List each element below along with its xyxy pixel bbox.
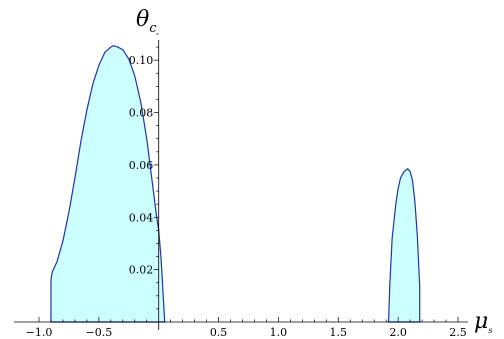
x-axis-title-main: μ <box>474 309 488 334</box>
y-tick-label: 0.04 <box>129 211 154 224</box>
tick-labels: −1.0 −0.5 0.5 1.0 1.5 2.0 2.5 0.02 0.04 0.06 0.08 0… <box>26 54 467 339</box>
y-axis-title-subscript: c <box>149 21 157 36</box>
ticks <box>38 33 459 322</box>
y-tick-label: 0.06 <box>129 159 154 172</box>
x-axis-title: μs <box>474 309 492 335</box>
area-region-1 <box>50 45 166 323</box>
x-tick-label: 2.5 <box>449 326 467 339</box>
x-axis-title-subscript: s <box>488 326 492 335</box>
y-axis-title: θc <box>136 7 157 36</box>
area-region-2 <box>387 168 421 323</box>
y-tick-label: 0.10 <box>129 54 154 67</box>
y-axis-title-main: θ <box>136 7 149 32</box>
x-tick-label: 1.5 <box>330 326 348 339</box>
area-fills <box>50 45 421 323</box>
x-tick-label: 2.0 <box>389 326 407 339</box>
axes <box>14 40 468 330</box>
x-tick-label: −0.5 <box>85 326 112 339</box>
x-tick-label: 1.0 <box>270 326 288 339</box>
y-tick-label: 0.08 <box>129 107 154 120</box>
y-tick-label: 0.02 <box>129 264 154 277</box>
x-tick-label: −1.0 <box>26 326 53 339</box>
x-tick-label: 0.5 <box>210 326 228 339</box>
